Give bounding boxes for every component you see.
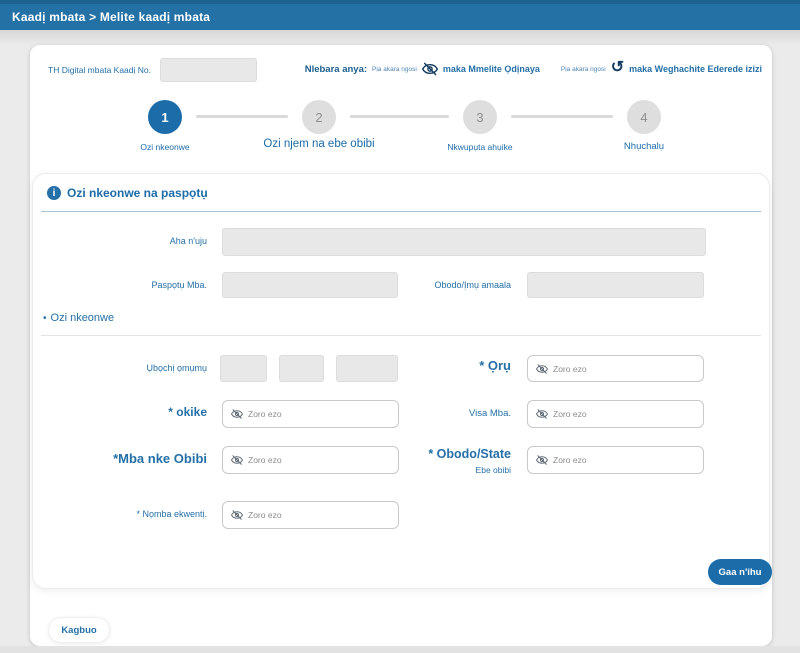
topbar: Kaadị mbata > Melite kaadị mbata bbox=[0, 0, 800, 30]
passport-no-field bbox=[222, 272, 398, 298]
eye-off-icon bbox=[231, 509, 243, 521]
state-label: * Obodo/State bbox=[428, 447, 511, 461]
stepper-connector bbox=[196, 115, 288, 118]
hint-click-icon-1: Pịa akara ngosi bbox=[372, 65, 417, 73]
passport-no-label: Paspọtụ Mba. bbox=[151, 280, 207, 290]
country-of-residence-field[interactable] bbox=[222, 446, 399, 474]
eye-off-icon[interactable] bbox=[421, 61, 438, 77]
eye-off-icon bbox=[536, 454, 548, 466]
gender-field[interactable] bbox=[222, 400, 399, 428]
state-sublabel: Ebe obibi bbox=[475, 465, 511, 475]
hint-click-icon-2: Pịa akara ngosi bbox=[560, 65, 606, 73]
section-personal-title-text: Ozi nkeonwe bbox=[50, 312, 115, 324]
visa-no-label: Visa Mba. bbox=[468, 408, 511, 419]
dob-month-field bbox=[279, 355, 324, 382]
next-button[interactable]: Gaa n'ihu bbox=[708, 559, 772, 585]
eye-off-icon bbox=[536, 363, 548, 375]
bottom-strip bbox=[0, 646, 800, 653]
update-content-label: maka Mmelite Ọdịnaya bbox=[442, 64, 540, 74]
restore-original-label: maka Weghachite Ederede izizi bbox=[629, 64, 762, 74]
section-passport-title: Ozi nkeonwe na paspọtụ bbox=[67, 186, 208, 200]
full-name-label: Aha n'uju bbox=[169, 236, 207, 246]
country-of-residence-input[interactable] bbox=[248, 455, 390, 465]
state-input[interactable] bbox=[553, 455, 695, 465]
step-3-circle[interactable]: 3 bbox=[463, 100, 497, 134]
main-card: TH Digital mbata Kaadị No. Nlebara anya:… bbox=[30, 45, 772, 646]
step-1-label: Ozi nkeonwe bbox=[140, 142, 190, 152]
eye-off-icon bbox=[536, 408, 548, 420]
digital-card-no-label: TH Digital mbata Kaadị No. bbox=[48, 65, 151, 75]
step-3-label: Nkwupụta ahụike bbox=[447, 142, 513, 152]
occupation-input[interactable] bbox=[553, 363, 695, 374]
step-4-label: Nhụchalụ bbox=[623, 141, 665, 152]
step-4-circle[interactable]: 4 bbox=[627, 100, 661, 134]
visa-no-field[interactable] bbox=[527, 400, 704, 428]
info-icon: i bbox=[47, 186, 61, 200]
dob-label: Ụbọchị ọmụmụ bbox=[146, 363, 207, 373]
form-card: i Ozi nkeonwe na paspọtụ Aha n'uju Paspọ… bbox=[32, 173, 772, 589]
phone-label: * Nọmba ekwentị. bbox=[136, 509, 207, 519]
step-2-circle[interactable]: 2 bbox=[302, 100, 336, 134]
refresh-icon[interactable]: ↺ bbox=[610, 58, 625, 76]
bullet-icon: • bbox=[43, 313, 47, 324]
divider bbox=[41, 335, 761, 336]
visa-no-input[interactable] bbox=[553, 409, 695, 419]
gender-input[interactable] bbox=[248, 409, 390, 419]
country-of-residence-label: *Mba nke Obibi bbox=[113, 451, 207, 466]
cancel-button[interactable]: Kagbuo bbox=[48, 617, 110, 643]
eye-off-icon bbox=[231, 454, 243, 466]
step-1-circle[interactable]: 1 bbox=[148, 100, 182, 134]
nationality-label: Obodo/Ịmụ amaala bbox=[434, 280, 511, 290]
occupation-label: * Ọrụ bbox=[479, 358, 511, 373]
full-name-field bbox=[222, 228, 706, 256]
section-personal-title: • Ozi nkeonwe bbox=[43, 312, 114, 324]
stepper-connector bbox=[350, 115, 449, 118]
note-row: Nlebara anya: Pịa akara ngosi maka Mmeli… bbox=[304, 58, 762, 77]
divider bbox=[41, 211, 761, 212]
stepper-connector bbox=[511, 115, 613, 118]
header-shadow bbox=[0, 30, 800, 45]
eye-off-icon bbox=[231, 408, 243, 420]
breadcrumb: Kaadị mbata > Melite kaadị mbata bbox=[12, 10, 211, 24]
dob-year-field bbox=[336, 355, 398, 382]
state-field[interactable] bbox=[527, 446, 704, 474]
nationality-field bbox=[527, 272, 704, 298]
dob-day-field bbox=[220, 355, 267, 382]
digital-card-no-field bbox=[160, 58, 257, 82]
phone-input[interactable] bbox=[248, 510, 390, 520]
gender-label: * okike bbox=[168, 405, 207, 419]
step-2-label: Ozi njem na ebe obibi bbox=[263, 138, 375, 150]
occupation-field[interactable] bbox=[527, 355, 704, 382]
phone-field[interactable] bbox=[222, 501, 399, 529]
note-label: Nlebara anya: bbox=[304, 63, 368, 75]
